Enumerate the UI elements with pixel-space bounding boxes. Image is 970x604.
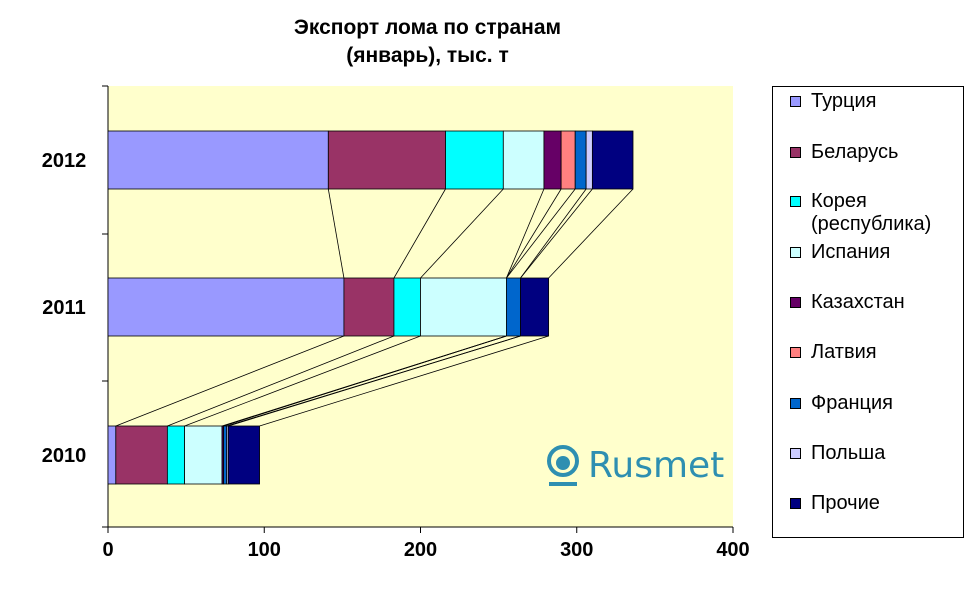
legend-item: Латвия xyxy=(790,341,877,364)
legend-swatch xyxy=(790,347,801,358)
category-label-2010: 2010 xyxy=(42,445,87,467)
legend-swatch xyxy=(790,448,801,459)
legend-swatch xyxy=(790,398,801,409)
bar-2012-2 xyxy=(445,130,504,190)
bar-2011-8 xyxy=(520,277,550,337)
legend-label: Франция xyxy=(811,392,893,414)
bar-2011-0 xyxy=(107,277,345,337)
legend-item: Казахстан xyxy=(790,291,905,314)
legend-swatch xyxy=(790,96,801,107)
legend-item: Корея (республика) xyxy=(790,190,932,236)
series-line-2011-5 xyxy=(223,335,507,427)
bar-2010-0 xyxy=(107,425,117,485)
legend-item: Турция xyxy=(790,90,877,113)
x-tick-label-0: 0 xyxy=(102,539,113,561)
bar-2012-0 xyxy=(107,130,329,190)
bar-2012-6 xyxy=(574,130,587,190)
chart-title: Экспорт лома по странам xyxy=(293,16,562,39)
bar-2012-1 xyxy=(327,130,446,190)
bar-2010-2 xyxy=(166,425,185,485)
legend-label: Турция xyxy=(811,90,877,112)
x-tick-label-200: 200 xyxy=(404,539,437,561)
x-tick-label-100: 100 xyxy=(248,539,281,561)
legend-swatch xyxy=(790,297,801,308)
legend-label: Казахстан xyxy=(811,291,905,313)
rusmet-logo-text: Rusmet xyxy=(588,445,725,486)
series-line-2012-3 xyxy=(506,188,545,279)
bar-2010-6 xyxy=(223,425,228,485)
bar-2012-8 xyxy=(591,130,634,190)
bar-2012-4 xyxy=(543,130,562,190)
series-line-2012-5 xyxy=(506,188,576,279)
bar-2011-6 xyxy=(506,277,521,337)
legend-label: Корея (республика) xyxy=(811,190,932,235)
series-line-2012-7 xyxy=(520,188,593,279)
x-tick-label-300: 300 xyxy=(560,539,593,561)
bar-2011-3 xyxy=(420,277,507,337)
legend-label: Латвия xyxy=(811,341,877,363)
legend-label: Польша xyxy=(811,442,886,464)
series-line-2011-1 xyxy=(167,335,395,427)
series-line-2012-8 xyxy=(548,188,634,279)
rusmet-logo-icon xyxy=(547,445,579,486)
category-label-2012: 2012 xyxy=(42,150,87,172)
legend-swatch xyxy=(790,247,801,258)
legend-label: Беларусь xyxy=(811,141,899,163)
legend-swatch xyxy=(790,196,801,207)
bar-2011-2 xyxy=(393,277,421,337)
rusmet-logo: Rusmet xyxy=(546,444,724,488)
legend-swatch xyxy=(790,498,801,509)
x-tick-label-400: 400 xyxy=(716,539,749,561)
series-line-2011-8 xyxy=(259,335,549,427)
legend-swatch xyxy=(790,147,801,158)
category-label-2011: 2011 xyxy=(42,297,85,319)
series-line-2012-1 xyxy=(393,188,446,279)
bar-2010-3 xyxy=(184,425,223,485)
series-line-2012-0 xyxy=(327,188,345,279)
legend-item: Польша xyxy=(790,442,886,465)
series-line-2011-0 xyxy=(115,335,345,427)
bar-2012-3 xyxy=(502,130,545,190)
series-line-2012-6 xyxy=(520,188,587,279)
legend-item: Беларусь xyxy=(790,141,899,164)
bar-2011-1 xyxy=(343,277,395,337)
legend-item: Прочие xyxy=(790,492,880,515)
legend-item: Франция xyxy=(790,392,893,415)
bar-2010-8 xyxy=(227,425,260,485)
chart-subtitle: (январь), тыс. т xyxy=(346,44,509,67)
legend-label: Прочие xyxy=(811,492,880,514)
legend-label: Испания xyxy=(811,241,891,263)
bar-2010-1 xyxy=(115,425,168,485)
bar-2012-5 xyxy=(560,130,576,190)
chart-legend: Турция Беларусь Корея (республика) Испания К… xyxy=(772,86,964,538)
legend-item: Испания xyxy=(790,241,891,264)
series-line-2011-7 xyxy=(228,335,521,427)
bar-2012-7 xyxy=(585,130,593,190)
series-line-2012-4 xyxy=(506,188,562,279)
series-line-2011-2 xyxy=(184,335,421,427)
series-line-2012-2 xyxy=(420,188,504,279)
